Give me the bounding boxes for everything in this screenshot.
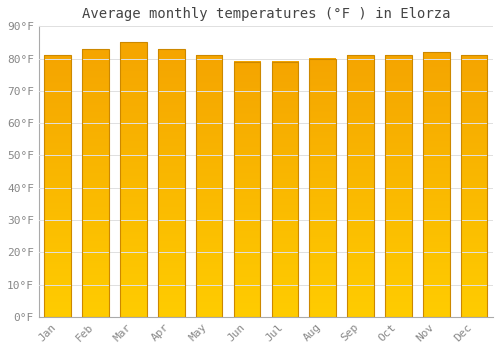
Bar [310,58,336,317]
Bar [196,55,222,317]
Bar [348,55,374,317]
Bar [44,55,71,317]
Bar [82,49,109,317]
Bar [272,62,298,317]
Bar [461,55,487,317]
Bar [158,49,184,317]
Bar [423,52,450,317]
Bar [120,42,146,317]
Bar [234,62,260,317]
Title: Average monthly temperatures (°F ) in Elorza: Average monthly temperatures (°F ) in El… [82,7,450,21]
Bar [385,55,411,317]
